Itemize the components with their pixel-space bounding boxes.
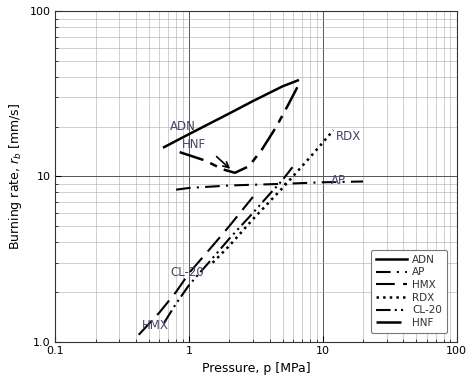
X-axis label: Pressure, p [MPa]: Pressure, p [MPa]: [201, 362, 310, 375]
Text: RDX: RDX: [336, 130, 361, 143]
Text: HNF: HNF: [182, 138, 206, 151]
Legend: ADN, AP, HMX, RDX, CL-20, HNF: ADN, AP, HMX, RDX, CL-20, HNF: [371, 250, 447, 333]
Text: HMX: HMX: [141, 319, 168, 332]
Text: AP: AP: [331, 174, 346, 187]
Y-axis label: Burning rate, $r_b$ [mm/s]: Burning rate, $r_b$ [mm/s]: [7, 103, 24, 250]
Text: ADN: ADN: [170, 120, 196, 133]
Text: CL-20: CL-20: [170, 266, 204, 279]
